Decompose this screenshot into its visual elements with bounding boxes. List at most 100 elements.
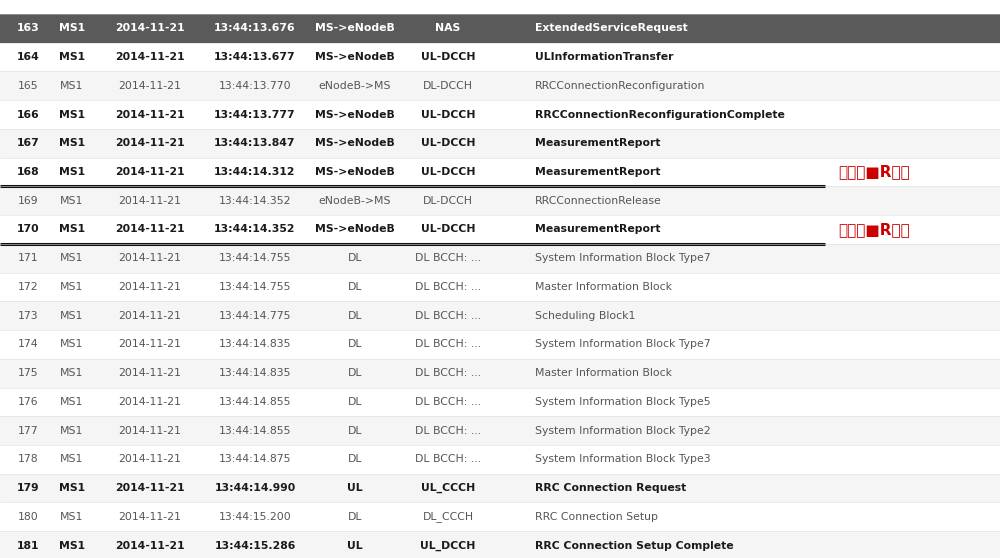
Text: ULInformationTransfer: ULInformationTransfer — [535, 52, 674, 62]
Text: DL: DL — [348, 512, 362, 522]
Text: 163: 163 — [17, 23, 39, 33]
Text: DL: DL — [348, 397, 362, 407]
Text: 2014-11-21: 2014-11-21 — [115, 483, 185, 493]
Text: 2014-11-21: 2014-11-21 — [115, 52, 185, 62]
Text: UL-DCCH: UL-DCCH — [421, 224, 475, 234]
Text: DL: DL — [348, 311, 362, 321]
Text: MS1: MS1 — [60, 253, 84, 263]
Bar — [0, 387, 1000, 416]
Text: MS1: MS1 — [59, 167, 85, 177]
Bar — [0, 445, 1000, 474]
Text: eNodeB->MS: eNodeB->MS — [319, 196, 391, 206]
Text: RRC Connection Setup Complete: RRC Connection Setup Complete — [535, 541, 734, 551]
Text: 2014-11-21: 2014-11-21 — [115, 541, 185, 551]
Text: 13:44:14.990: 13:44:14.990 — [214, 483, 296, 493]
Text: RRC Connection Request: RRC Connection Request — [535, 483, 686, 493]
Text: 2014-11-21: 2014-11-21 — [119, 81, 181, 91]
Text: 13:44:14.855: 13:44:14.855 — [219, 397, 291, 407]
Text: DL: DL — [348, 339, 362, 349]
Text: 180: 180 — [18, 512, 38, 522]
Text: 2014-11-21: 2014-11-21 — [115, 23, 185, 33]
Text: DL BCCH: ...: DL BCCH: ... — [415, 253, 481, 263]
Bar — [0, 359, 1000, 387]
Text: MS->eNodeB: MS->eNodeB — [315, 138, 395, 148]
Bar — [0, 244, 1000, 272]
Text: 13:44:14.855: 13:44:14.855 — [219, 426, 291, 436]
Text: System Information Block Type2: System Information Block Type2 — [535, 426, 711, 436]
Text: 2014-11-21: 2014-11-21 — [119, 196, 181, 206]
Text: 2014-11-21: 2014-11-21 — [119, 282, 181, 292]
Text: 13:44:14.352: 13:44:14.352 — [219, 196, 291, 206]
Text: 第一次■R上报: 第一次■R上报 — [838, 165, 910, 180]
Text: DL BCCH: ...: DL BCCH: ... — [415, 311, 481, 321]
Text: DL: DL — [348, 282, 362, 292]
Text: 174: 174 — [18, 339, 38, 349]
Text: System Information Block Type7: System Information Block Type7 — [535, 253, 711, 263]
Text: System Information Block Type3: System Information Block Type3 — [535, 454, 711, 464]
Bar — [0, 43, 1000, 71]
Text: 13:44:14.755: 13:44:14.755 — [219, 282, 291, 292]
Bar — [0, 502, 1000, 531]
Bar — [0, 330, 1000, 359]
Text: 13:44:15.200: 13:44:15.200 — [219, 512, 291, 522]
Text: MS->eNodeB: MS->eNodeB — [315, 52, 395, 62]
Text: 13:44:14.875: 13:44:14.875 — [219, 454, 291, 464]
Text: MS1: MS1 — [60, 339, 84, 349]
Bar — [0, 100, 1000, 129]
Text: DL BCCH: ...: DL BCCH: ... — [415, 282, 481, 292]
Bar — [0, 215, 1000, 244]
Text: DL-DCCH: DL-DCCH — [423, 81, 473, 91]
Text: 170: 170 — [17, 224, 39, 234]
Text: 2014-11-21: 2014-11-21 — [119, 397, 181, 407]
Bar — [0, 129, 1000, 157]
Text: 167: 167 — [17, 138, 39, 148]
Text: eNodeB->MS: eNodeB->MS — [319, 81, 391, 91]
Text: MS1: MS1 — [60, 512, 84, 522]
Text: MS1: MS1 — [60, 454, 84, 464]
Text: 13:44:14.835: 13:44:14.835 — [219, 368, 291, 378]
Text: System Information Block Type5: System Information Block Type5 — [535, 397, 711, 407]
Text: 13:44:14.835: 13:44:14.835 — [219, 339, 291, 349]
Text: MS1: MS1 — [59, 52, 85, 62]
Text: 2014-11-21: 2014-11-21 — [115, 224, 185, 234]
Text: 13:44:14.755: 13:44:14.755 — [219, 253, 291, 263]
Text: RRC Connection Setup: RRC Connection Setup — [535, 512, 658, 522]
Bar — [0, 71, 1000, 100]
Bar — [0, 14, 1000, 43]
Text: DL: DL — [348, 426, 362, 436]
Text: 166: 166 — [17, 109, 39, 119]
Text: MS->eNodeB: MS->eNodeB — [315, 23, 395, 33]
Text: 2014-11-21: 2014-11-21 — [119, 339, 181, 349]
Bar — [0, 301, 1000, 330]
Text: 175: 175 — [18, 368, 38, 378]
Text: UL: UL — [347, 483, 363, 493]
Text: 169: 169 — [18, 196, 38, 206]
Text: DL BCCH: ...: DL BCCH: ... — [415, 339, 481, 349]
Text: DL-DCCH: DL-DCCH — [423, 196, 473, 206]
Text: 2014-11-21: 2014-11-21 — [119, 512, 181, 522]
Text: UL-DCCH: UL-DCCH — [421, 167, 475, 177]
Text: 13:44:15.286: 13:44:15.286 — [214, 541, 296, 551]
Text: 2014-11-21: 2014-11-21 — [119, 253, 181, 263]
Text: 2014-11-21: 2014-11-21 — [119, 368, 181, 378]
Text: 2014-11-21: 2014-11-21 — [119, 454, 181, 464]
Text: 181: 181 — [17, 541, 39, 551]
Text: UL_DCCH: UL_DCCH — [420, 541, 476, 551]
Bar — [0, 531, 1000, 558]
Text: 172: 172 — [18, 282, 38, 292]
Text: MS1: MS1 — [59, 224, 85, 234]
Text: UL-DCCH: UL-DCCH — [421, 109, 475, 119]
Text: MS1: MS1 — [59, 109, 85, 119]
Text: 171: 171 — [18, 253, 38, 263]
Text: 177: 177 — [18, 426, 38, 436]
Text: 13:44:13.770: 13:44:13.770 — [219, 81, 291, 91]
Text: MeasurementReport: MeasurementReport — [535, 167, 660, 177]
Text: 13:44:13.777: 13:44:13.777 — [214, 109, 296, 119]
Text: DL BCCH: ...: DL BCCH: ... — [415, 397, 481, 407]
Text: 2014-11-21: 2014-11-21 — [119, 426, 181, 436]
Text: 173: 173 — [18, 311, 38, 321]
Text: UL-DCCH: UL-DCCH — [421, 138, 475, 148]
Text: 178: 178 — [18, 454, 38, 464]
Text: DL BCCH: ...: DL BCCH: ... — [415, 368, 481, 378]
Text: ExtendedServiceRequest: ExtendedServiceRequest — [535, 23, 688, 33]
